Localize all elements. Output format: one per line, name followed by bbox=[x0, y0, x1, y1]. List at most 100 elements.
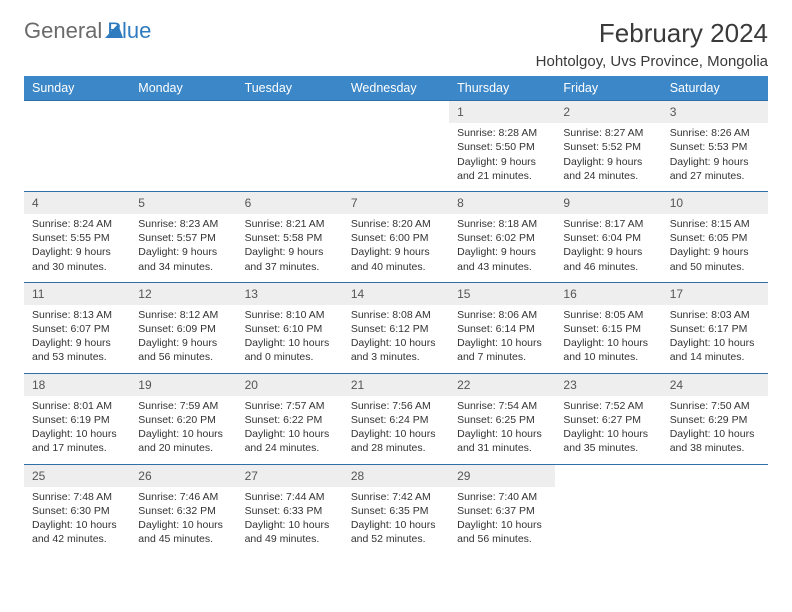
sunset-line: Sunset: 6:19 PM bbox=[32, 413, 122, 427]
daylight-line: Daylight: 9 hours and 30 minutes. bbox=[32, 245, 122, 273]
sunset-line: Sunset: 6:07 PM bbox=[32, 322, 122, 336]
sunset-line: Sunset: 6:32 PM bbox=[138, 504, 228, 518]
daylight-line: Daylight: 9 hours and 53 minutes. bbox=[32, 336, 122, 364]
sunrise-line: Sunrise: 8:28 AM bbox=[457, 126, 547, 140]
sunset-line: Sunset: 5:58 PM bbox=[245, 231, 335, 245]
sunrise-line: Sunrise: 8:24 AM bbox=[32, 217, 122, 231]
day-number-cell: 16 bbox=[555, 282, 661, 305]
sunrise-line: Sunrise: 8:21 AM bbox=[245, 217, 335, 231]
sunset-line: Sunset: 6:25 PM bbox=[457, 413, 547, 427]
day-details-cell: Sunrise: 7:50 AMSunset: 6:29 PMDaylight:… bbox=[662, 396, 768, 464]
day-number-cell: 11 bbox=[24, 282, 130, 305]
day-number-cell bbox=[555, 464, 661, 487]
sunset-line: Sunset: 6:04 PM bbox=[563, 231, 653, 245]
daylight-line: Daylight: 9 hours and 37 minutes. bbox=[245, 245, 335, 273]
day-details-cell: Sunrise: 8:27 AMSunset: 5:52 PMDaylight:… bbox=[555, 123, 661, 191]
daynum-row: 123 bbox=[24, 101, 768, 124]
day-number-cell: 7 bbox=[343, 191, 449, 214]
sunset-line: Sunset: 6:35 PM bbox=[351, 504, 441, 518]
day-number-cell: 14 bbox=[343, 282, 449, 305]
daylight-line: Daylight: 10 hours and 0 minutes. bbox=[245, 336, 335, 364]
col-saturday: Saturday bbox=[662, 76, 768, 101]
sunset-line: Sunset: 6:33 PM bbox=[245, 504, 335, 518]
sunset-line: Sunset: 6:00 PM bbox=[351, 231, 441, 245]
sunset-line: Sunset: 6:30 PM bbox=[32, 504, 122, 518]
sunset-line: Sunset: 5:53 PM bbox=[670, 140, 760, 154]
sunset-line: Sunset: 5:55 PM bbox=[32, 231, 122, 245]
sunrise-line: Sunrise: 8:18 AM bbox=[457, 217, 547, 231]
daylight-line: Daylight: 10 hours and 42 minutes. bbox=[32, 518, 122, 546]
details-row: Sunrise: 8:24 AMSunset: 5:55 PMDaylight:… bbox=[24, 214, 768, 282]
day-number-cell bbox=[130, 101, 236, 124]
day-details-cell: Sunrise: 7:40 AMSunset: 6:37 PMDaylight:… bbox=[449, 487, 555, 555]
sunrise-line: Sunrise: 7:52 AM bbox=[563, 399, 653, 413]
day-number-cell: 1 bbox=[449, 101, 555, 124]
details-row: Sunrise: 7:48 AMSunset: 6:30 PMDaylight:… bbox=[24, 487, 768, 555]
day-details-cell: Sunrise: 7:42 AMSunset: 6:35 PMDaylight:… bbox=[343, 487, 449, 555]
col-wednesday: Wednesday bbox=[343, 76, 449, 101]
day-details-cell: Sunrise: 7:48 AMSunset: 6:30 PMDaylight:… bbox=[24, 487, 130, 555]
day-number-cell: 20 bbox=[237, 373, 343, 396]
daylight-line: Daylight: 10 hours and 7 minutes. bbox=[457, 336, 547, 364]
day-details-cell: Sunrise: 8:01 AMSunset: 6:19 PMDaylight:… bbox=[24, 396, 130, 464]
day-number-cell: 25 bbox=[24, 464, 130, 487]
sunrise-line: Sunrise: 7:44 AM bbox=[245, 490, 335, 504]
sunrise-line: Sunrise: 8:08 AM bbox=[351, 308, 441, 322]
day-details-cell: Sunrise: 7:56 AMSunset: 6:24 PMDaylight:… bbox=[343, 396, 449, 464]
day-number-cell: 28 bbox=[343, 464, 449, 487]
daylight-line: Daylight: 10 hours and 52 minutes. bbox=[351, 518, 441, 546]
sunrise-line: Sunrise: 8:27 AM bbox=[563, 126, 653, 140]
day-details-cell: Sunrise: 8:08 AMSunset: 6:12 PMDaylight:… bbox=[343, 305, 449, 373]
daylight-line: Daylight: 9 hours and 40 minutes. bbox=[351, 245, 441, 273]
day-number-cell: 27 bbox=[237, 464, 343, 487]
daylight-line: Daylight: 10 hours and 31 minutes. bbox=[457, 427, 547, 455]
day-number-cell: 9 bbox=[555, 191, 661, 214]
day-number-cell: 29 bbox=[449, 464, 555, 487]
sunrise-line: Sunrise: 7:40 AM bbox=[457, 490, 547, 504]
header: General Blue February 2024 Hohtolgoy, Uv… bbox=[24, 18, 768, 70]
sunset-line: Sunset: 6:27 PM bbox=[563, 413, 653, 427]
sunset-line: Sunset: 6:10 PM bbox=[245, 322, 335, 336]
calendar-table: Sunday Monday Tuesday Wednesday Thursday… bbox=[24, 76, 768, 554]
daylight-line: Daylight: 10 hours and 38 minutes. bbox=[670, 427, 760, 455]
day-number-cell: 10 bbox=[662, 191, 768, 214]
sunrise-line: Sunrise: 7:46 AM bbox=[138, 490, 228, 504]
day-details-cell: Sunrise: 8:03 AMSunset: 6:17 PMDaylight:… bbox=[662, 305, 768, 373]
daylight-line: Daylight: 10 hours and 28 minutes. bbox=[351, 427, 441, 455]
weekday-header-row: Sunday Monday Tuesday Wednesday Thursday… bbox=[24, 76, 768, 101]
day-number-cell bbox=[237, 101, 343, 124]
sunrise-line: Sunrise: 8:20 AM bbox=[351, 217, 441, 231]
day-details-cell: Sunrise: 8:21 AMSunset: 5:58 PMDaylight:… bbox=[237, 214, 343, 282]
sunset-line: Sunset: 6:15 PM bbox=[563, 322, 653, 336]
day-number-cell: 3 bbox=[662, 101, 768, 124]
day-details-cell: Sunrise: 8:05 AMSunset: 6:15 PMDaylight:… bbox=[555, 305, 661, 373]
day-number-cell bbox=[343, 101, 449, 124]
daylight-line: Daylight: 9 hours and 34 minutes. bbox=[138, 245, 228, 273]
daylight-line: Daylight: 10 hours and 56 minutes. bbox=[457, 518, 547, 546]
day-number-cell: 26 bbox=[130, 464, 236, 487]
day-details-cell: Sunrise: 8:26 AMSunset: 5:53 PMDaylight:… bbox=[662, 123, 768, 191]
sunrise-line: Sunrise: 8:03 AM bbox=[670, 308, 760, 322]
sunset-line: Sunset: 6:29 PM bbox=[670, 413, 760, 427]
day-number-cell: 15 bbox=[449, 282, 555, 305]
sunrise-line: Sunrise: 8:26 AM bbox=[670, 126, 760, 140]
day-number-cell: 23 bbox=[555, 373, 661, 396]
day-number-cell: 2 bbox=[555, 101, 661, 124]
daylight-line: Daylight: 10 hours and 3 minutes. bbox=[351, 336, 441, 364]
daylight-line: Daylight: 9 hours and 56 minutes. bbox=[138, 336, 228, 364]
sunset-line: Sunset: 6:22 PM bbox=[245, 413, 335, 427]
daynum-row: 2526272829 bbox=[24, 464, 768, 487]
day-details-cell: Sunrise: 8:13 AMSunset: 6:07 PMDaylight:… bbox=[24, 305, 130, 373]
sunrise-line: Sunrise: 8:13 AM bbox=[32, 308, 122, 322]
day-details-cell: Sunrise: 7:57 AMSunset: 6:22 PMDaylight:… bbox=[237, 396, 343, 464]
day-details-cell: Sunrise: 8:28 AMSunset: 5:50 PMDaylight:… bbox=[449, 123, 555, 191]
day-details-cell bbox=[130, 123, 236, 191]
daylight-line: Daylight: 9 hours and 43 minutes. bbox=[457, 245, 547, 273]
col-monday: Monday bbox=[130, 76, 236, 101]
sunrise-line: Sunrise: 8:17 AM bbox=[563, 217, 653, 231]
day-number-cell: 8 bbox=[449, 191, 555, 214]
daylight-line: Daylight: 9 hours and 24 minutes. bbox=[563, 155, 653, 183]
day-details-cell bbox=[662, 487, 768, 555]
daylight-line: Daylight: 10 hours and 14 minutes. bbox=[670, 336, 760, 364]
daylight-line: Daylight: 10 hours and 35 minutes. bbox=[563, 427, 653, 455]
